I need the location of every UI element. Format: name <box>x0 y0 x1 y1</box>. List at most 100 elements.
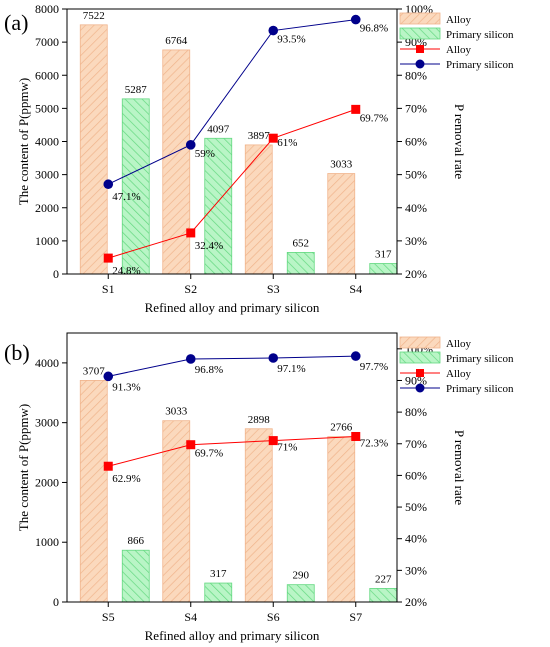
y-tick-label: 4000 <box>35 356 59 370</box>
x-tick-label: S4 <box>349 282 362 296</box>
bar-value-label: 5287 <box>125 84 148 96</box>
line-value-label: 69.7% <box>360 112 388 124</box>
line-value-label: 61% <box>277 137 297 149</box>
x-axis-title: Refined alloy and primary silicon <box>145 300 320 315</box>
y2-tick-label: 30% <box>405 234 427 248</box>
marker-alloy <box>186 440 196 450</box>
y-tick-label: 1000 <box>35 535 59 549</box>
bar-value-label: 227 <box>375 573 392 585</box>
marker-alloy <box>351 104 361 114</box>
y2-tick-label: 40% <box>405 201 427 215</box>
y-tick-label: 0 <box>53 595 59 609</box>
marker-primary-silicon <box>350 351 361 361</box>
marker-primary-silicon <box>185 140 196 150</box>
bar-value-label: 3897 <box>248 130 271 142</box>
bar-value-label: 2898 <box>248 414 271 426</box>
bar-primary-silicon <box>121 98 150 275</box>
x-tick-label: S1 <box>102 282 115 296</box>
line-value-label: 69.7% <box>195 448 223 460</box>
line-value-label: 93.5% <box>277 34 305 46</box>
line-value-label: 96.8% <box>195 364 223 376</box>
bar-value-label: 317 <box>210 568 227 580</box>
bar-value-label: 3033 <box>330 159 353 171</box>
line-value-label: 97.7% <box>360 361 388 373</box>
bar-primary-silicon <box>286 252 315 275</box>
line-primary-silicon <box>108 355 356 377</box>
line-primary-silicon <box>108 19 356 185</box>
line-value-label: 24.8% <box>112 265 140 277</box>
line-alloy <box>108 108 356 259</box>
marker-primary-silicon <box>103 371 114 382</box>
line-alloy <box>108 435 356 467</box>
marker-primary-silicon <box>268 25 279 36</box>
legend-label: Primary silicon <box>446 29 514 41</box>
marker-primary-silicon <box>103 179 114 190</box>
y-tick-label: 3000 <box>35 168 59 182</box>
bar-value-label: 3033 <box>165 406 188 418</box>
bar-value-label: 4097 <box>207 123 230 135</box>
y-tick-label: 2000 <box>35 475 59 489</box>
line-value-label: 32.4% <box>195 240 223 252</box>
marker-alloy <box>268 436 278 446</box>
marker-alloy <box>103 461 113 471</box>
line-value-label: 71% <box>277 442 297 454</box>
y-tick-label: 7000 <box>35 35 59 49</box>
legend-label: Primary silicon <box>446 59 514 71</box>
legend-swatch <box>399 336 441 349</box>
y2-axis-title: P removal rate <box>452 430 467 506</box>
legend-swatch <box>399 27 441 40</box>
marker-alloy <box>268 133 278 143</box>
y2-tick-label: 80% <box>405 68 427 82</box>
legend-label: Alloy <box>446 338 472 350</box>
legend-swatch <box>399 351 441 364</box>
y2-tick-label: 80% <box>405 405 427 419</box>
bar-alloy <box>244 428 273 603</box>
bar-alloy <box>79 24 108 275</box>
legend-label: Alloy <box>446 368 472 380</box>
marker-primary-silicon <box>350 14 361 25</box>
y2-tick-label: 100% <box>405 2 433 16</box>
x-tick-label: S5 <box>102 610 115 624</box>
bar-alloy <box>327 436 356 603</box>
legend-label: Primary silicon <box>446 353 514 365</box>
y2-axis-title: P removal rate <box>452 104 467 180</box>
legend-label: Alloy <box>446 14 472 26</box>
x-tick-label: S3 <box>267 282 280 296</box>
bar-value-label: 7522 <box>83 10 105 22</box>
y-tick-label: 0 <box>53 267 59 281</box>
y-tick-label: 4000 <box>35 135 59 149</box>
y2-tick-label: 70% <box>405 101 427 115</box>
bar-alloy <box>327 173 356 275</box>
marker-alloy <box>186 228 196 238</box>
legend: Alloy Primary silicon Alloy Primary silicon <box>399 12 514 71</box>
line-value-label: 47.1% <box>112 191 140 203</box>
y2-tick-label: 50% <box>405 500 427 514</box>
bar-value-label: 6764 <box>165 35 188 47</box>
line-value-label: 72.3% <box>360 437 388 449</box>
legend-swatch-marker <box>415 383 425 393</box>
panel-label: (b) <box>4 340 30 365</box>
x-tick-label: S6 <box>267 610 280 624</box>
legend: Alloy Primary silicon Alloy Primary silicon <box>399 336 514 395</box>
y2-tick-label: 40% <box>405 532 427 546</box>
legend-swatch <box>399 12 441 25</box>
line-value-label: 96.8% <box>360 23 388 35</box>
y2-tick-label: 60% <box>405 468 427 482</box>
y-tick-label: 1000 <box>35 234 59 248</box>
y2-tick-label: 60% <box>405 135 427 149</box>
line-value-label: 59% <box>195 148 215 160</box>
y-tick-label: 6000 <box>35 68 59 82</box>
legend-label: Alloy <box>446 44 472 56</box>
bar-primary-silicon <box>121 549 150 603</box>
y-tick-label: 2000 <box>35 201 59 215</box>
y2-tick-label: 70% <box>405 437 427 451</box>
bar-primary-silicon <box>369 588 398 603</box>
bar-value-label: 317 <box>375 248 392 260</box>
y2-tick-label: 20% <box>405 267 427 281</box>
y2-tick-label: 20% <box>405 595 427 609</box>
chart-panel-b: (b) 3707 3033 2898 2766 866 317 290 227 0 1000 2000… <box>4 332 514 643</box>
y-tick-label: 5000 <box>35 101 59 115</box>
y2-tick-label: 50% <box>405 168 427 182</box>
bar-value-label: 652 <box>293 237 310 249</box>
